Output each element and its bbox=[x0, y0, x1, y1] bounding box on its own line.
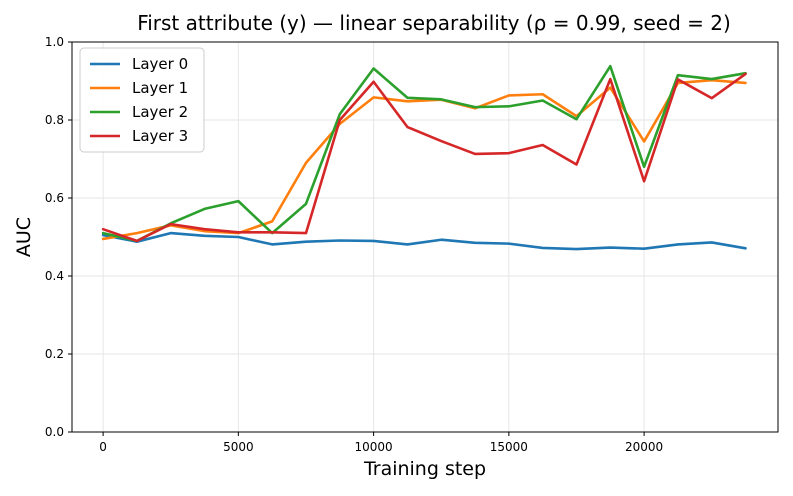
legend-label: Layer 3 bbox=[132, 127, 188, 145]
x-tick-label: 20000 bbox=[625, 440, 663, 454]
y-tick-label: 0.6 bbox=[45, 191, 64, 205]
x-tick-label: 15000 bbox=[490, 440, 528, 454]
x-tick-label: 0 bbox=[99, 440, 107, 454]
y-tick-label: 0.0 bbox=[45, 425, 64, 439]
plot-frame bbox=[71, 41, 779, 433]
x-tick-label: 10000 bbox=[355, 440, 393, 454]
y-tick-label: 0.8 bbox=[45, 113, 64, 127]
series-line-layer-1 bbox=[101, 78, 747, 241]
series-line-layer-2 bbox=[101, 64, 747, 243]
axis-ticks: 0 5000 10000 15000 20000 0.0 0.2 0.4 0.6 0.8 1.0 bbox=[45, 35, 663, 454]
x-tick-label: 5000 bbox=[223, 440, 254, 454]
x-axis-label: Training step bbox=[363, 458, 486, 480]
series-line-layer-3 bbox=[101, 72, 747, 243]
y-tick-label: 1.0 bbox=[45, 35, 64, 49]
series-line-layer-0 bbox=[101, 231, 747, 251]
legend-label: Layer 0 bbox=[132, 55, 188, 73]
y-tick-label: 0.2 bbox=[45, 347, 64, 361]
legend-box bbox=[79, 47, 205, 153]
y-axis-label: AUC bbox=[13, 217, 35, 257]
legend-label: Layer 1 bbox=[132, 79, 188, 97]
legend-label: Layer 2 bbox=[132, 103, 188, 121]
legend: Layer 0 Layer 1 Layer 2 Layer 3 bbox=[79, 47, 205, 153]
series-lines bbox=[101, 64, 747, 251]
chart-title: First attribute (y) — linear separabilit… bbox=[137, 11, 731, 35]
y-tick-label: 0.4 bbox=[45, 269, 64, 283]
